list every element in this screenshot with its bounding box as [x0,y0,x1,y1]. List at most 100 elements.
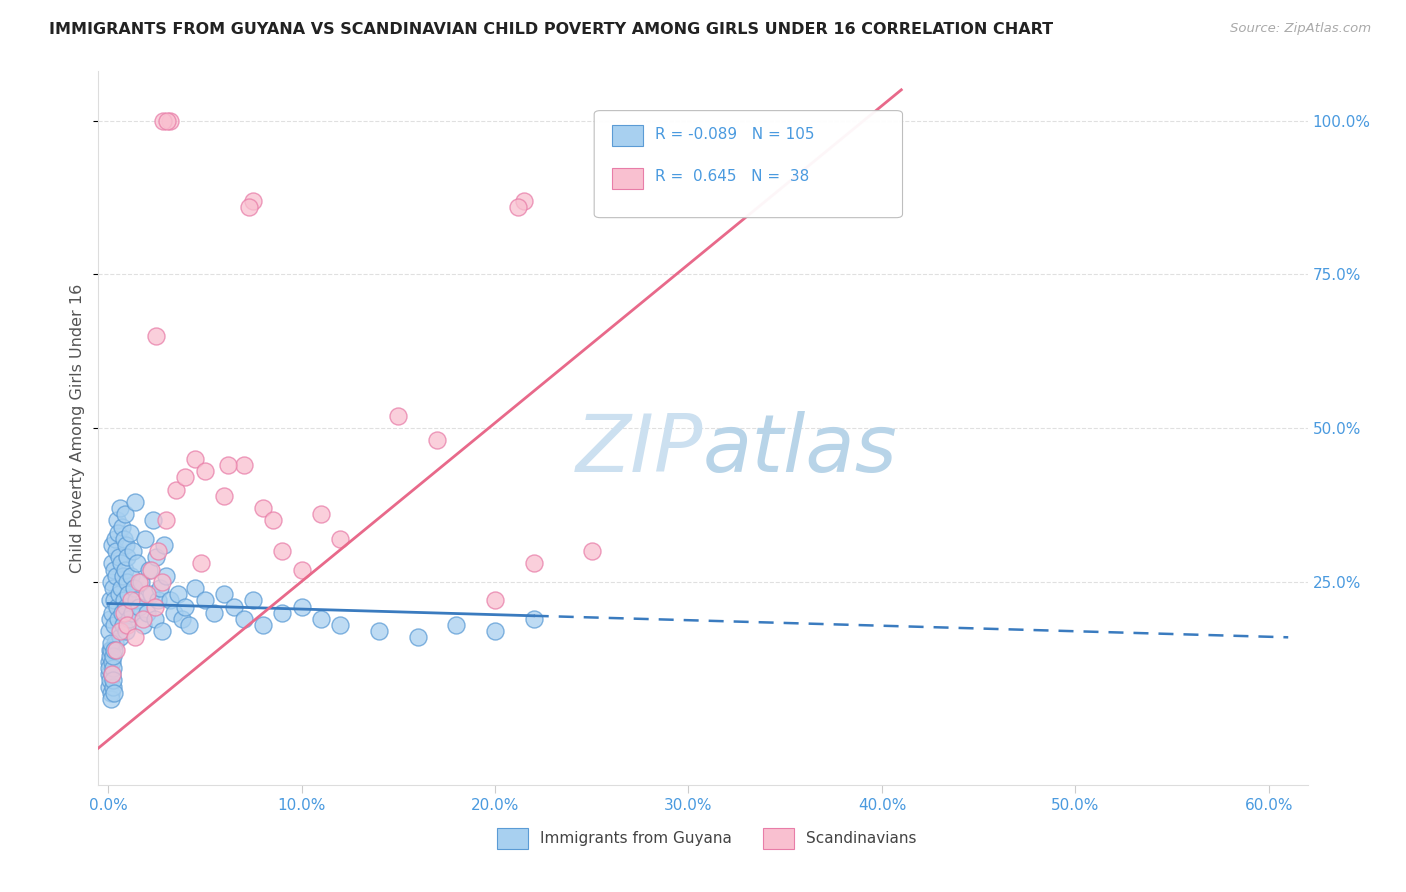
Point [232,458,254,472]
Point [194,593,217,607]
Point [271,606,294,620]
Point [112,606,135,620]
Point [145,329,167,343]
Point [98,642,121,657]
Point [104,642,127,657]
Point [98,624,121,639]
Text: Immigrants from Guyana: Immigrants from Guyana [540,831,731,846]
Point [170,612,193,626]
Point [124,495,146,509]
Point [110,581,132,595]
Point [242,194,264,208]
Point [290,563,312,577]
Point [101,667,124,681]
Point [124,630,146,644]
Point [232,612,254,626]
Point [184,451,207,466]
Point [122,544,145,558]
Bar [613,125,643,146]
Point [100,636,122,650]
Point [128,599,150,614]
Point [252,618,274,632]
Point [145,550,167,565]
Point [112,593,135,607]
Point [110,557,132,571]
Point [262,513,284,527]
Point [513,194,536,208]
Point [148,593,170,607]
Point [156,113,179,128]
Point [150,574,173,589]
Point [290,599,312,614]
Point [143,612,166,626]
Point [108,501,131,516]
Point [152,113,174,128]
Point [134,532,156,546]
Point [117,550,139,565]
Point [105,544,128,558]
Point [368,624,391,639]
Point [105,513,128,527]
Point [163,606,186,620]
Point [100,574,122,589]
FancyBboxPatch shape [595,111,903,218]
Point [139,563,162,577]
Point [406,630,429,644]
Point [103,642,125,657]
Text: IMMIGRANTS FROM GUYANA VS SCANDINAVIAN CHILD POVERTY AMONG GIRLS UNDER 16 CORREL: IMMIGRANTS FROM GUYANA VS SCANDINAVIAN C… [49,22,1053,37]
Point [159,113,181,128]
Point [135,606,157,620]
Point [118,612,141,626]
Text: Scandinavians: Scandinavians [806,831,917,846]
Point [120,569,142,583]
Point [104,569,127,583]
Point [103,648,125,663]
Point [121,606,143,620]
Point [103,686,125,700]
Point [111,606,134,620]
Point [100,642,122,657]
Point [149,581,172,595]
Text: R = -0.089   N = 105: R = -0.089 N = 105 [655,127,814,142]
Point [212,489,235,503]
Point [100,686,122,700]
Point [98,612,121,626]
Point [252,501,274,516]
Point [108,550,131,565]
Point [117,618,139,632]
Y-axis label: Child Poverty Among Girls Under 16: Child Poverty Among Girls Under 16 [70,284,86,573]
Point [155,513,177,527]
Text: ZIP: ZIP [575,410,703,489]
Point [107,612,129,626]
Point [117,587,139,601]
Point [242,593,264,607]
Point [190,557,212,571]
Point [98,661,121,675]
Point [103,593,125,607]
Point [111,519,134,533]
Bar [498,828,527,849]
Point [100,606,122,620]
Point [484,593,506,607]
Point [101,557,124,571]
Point [194,464,217,478]
Point [174,470,197,484]
Point [523,557,546,571]
Point [127,557,149,571]
Point [184,581,207,595]
Point [132,612,155,626]
Point [98,673,121,688]
Bar [763,828,794,849]
Point [166,587,188,601]
Point [523,612,546,626]
Point [98,680,121,694]
Point [100,593,122,607]
Point [104,636,127,650]
Point [105,599,128,614]
Point [138,563,160,577]
Point [387,409,409,423]
Point [159,593,181,607]
Point [309,612,332,626]
Point [150,624,173,639]
Point [222,599,245,614]
